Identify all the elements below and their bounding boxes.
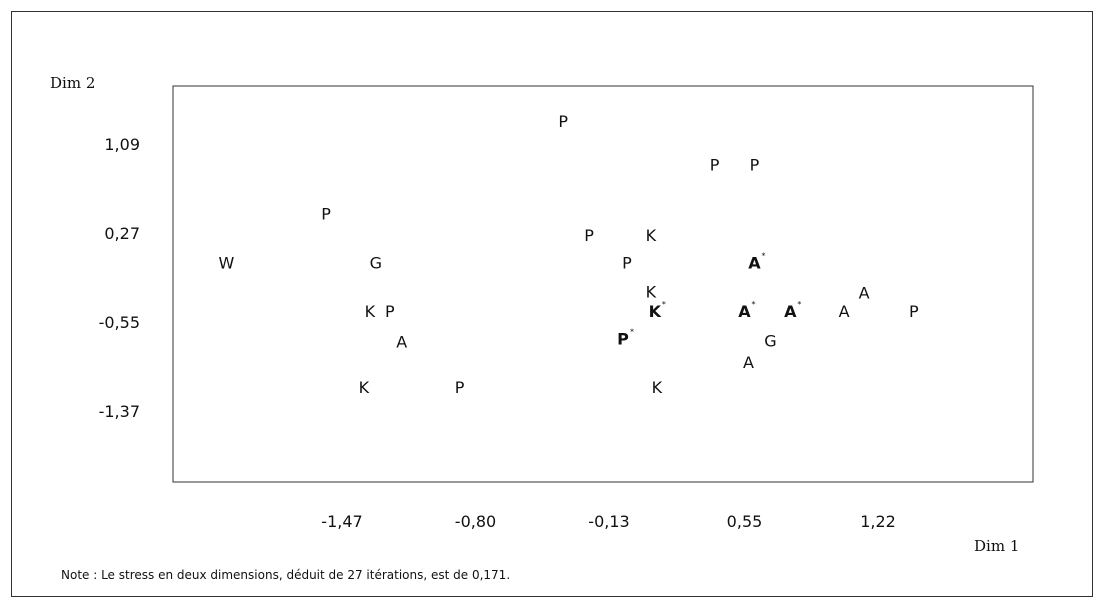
data-point-label: W — [219, 253, 235, 272]
plot-area — [172, 85, 1034, 483]
data-point-star: * — [662, 300, 666, 309]
x-tick-label: 0,55 — [727, 512, 763, 531]
data-point-label: P — [558, 112, 568, 131]
data-point-label: P — [385, 302, 395, 321]
data-point-label: G — [764, 331, 776, 350]
data-point-label: P — [617, 329, 629, 348]
data-point-label: A — [859, 284, 870, 303]
y-tick-labels: 1,09 0,27 -0,55 -1,37 — [99, 135, 140, 421]
figure-note: Note : Le stress en deux dimensions, déd… — [61, 568, 511, 582]
data-point-star: * — [797, 300, 801, 309]
y-tick-label: -1,37 — [99, 402, 140, 421]
x-tick-label: -1,47 — [321, 512, 362, 531]
scatter-chart: Dim 2 Dim 1 1,09 0,27 -0,55 -1,37 -1,47 -0,8… — [50, 74, 1034, 555]
data-point-label: K — [652, 378, 663, 397]
x-axis-title: Dim 1 — [974, 537, 1019, 555]
data-point-label: P — [909, 302, 919, 321]
data-point-label: K — [649, 302, 662, 321]
data-point-star: * — [630, 327, 634, 336]
data-point-label: A — [748, 253, 761, 272]
data-point-label: P — [710, 156, 720, 175]
data-point-label: P — [455, 378, 465, 397]
data-point-label: A — [784, 302, 797, 321]
y-tick-label: -0,55 — [99, 313, 140, 332]
figure-frame: Dim 2 Dim 1 1,09 0,27 -0,55 -1,37 -1,47 -0,8… — [11, 11, 1093, 597]
data-point-label: A — [738, 302, 751, 321]
data-point-star: * — [751, 300, 755, 309]
y-tick-label: 1,09 — [104, 135, 140, 154]
data-point-label: P — [584, 226, 594, 245]
data-point-label: P — [750, 156, 760, 175]
data-point-label: A — [396, 333, 407, 352]
x-tick-label: -0,13 — [588, 512, 629, 531]
data-point-label: P — [321, 204, 331, 223]
x-tick-labels: -1,47 -0,80 -0,13 0,55 1,22 — [321, 512, 896, 531]
y-tick-label: 0,27 — [104, 224, 140, 243]
data-point-label: K — [646, 283, 657, 302]
data-point-label: K — [359, 378, 370, 397]
data-point-label: A — [743, 353, 754, 372]
x-tick-label: -0,80 — [455, 512, 496, 531]
y-axis-title: Dim 2 — [50, 74, 95, 92]
data-point-label: P — [622, 253, 632, 272]
x-tick-label: 1,22 — [860, 512, 896, 531]
data-point-label: K — [365, 302, 376, 321]
data-point-label: A — [839, 302, 850, 321]
data-point-label: G — [370, 253, 382, 272]
data-point-label: K — [646, 226, 657, 245]
data-point-star: * — [761, 251, 765, 260]
